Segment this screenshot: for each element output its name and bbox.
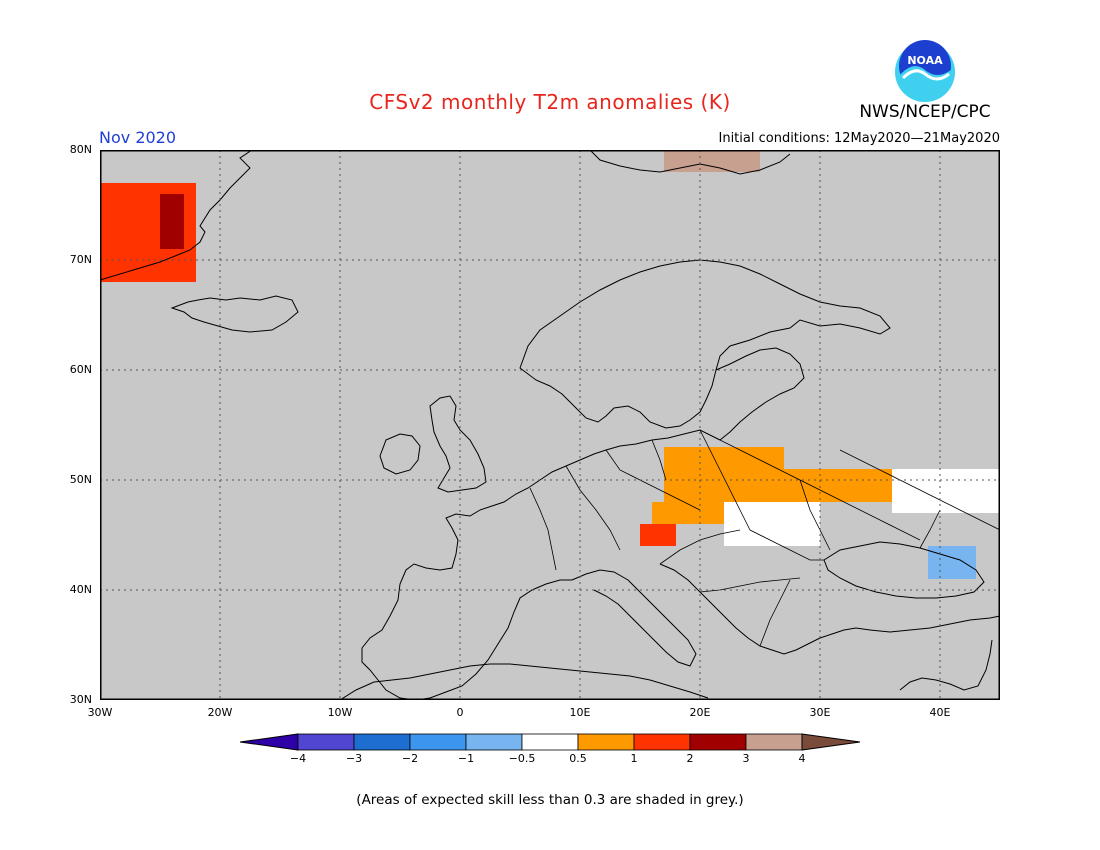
colorbar-tick-label: 1 [630,752,638,765]
anomaly-region-5 [652,502,712,524]
svalbard-coast [589,150,791,175]
africa-coast [339,663,709,700]
anomaly-region-4 [748,469,904,502]
scandinavia-coast [519,259,891,429]
noaa-logo: NOAA [893,40,957,104]
colorbar-min-arrow [240,733,299,751]
colorbar-swatch [745,733,803,751]
map-title: CFSv2 monthly T2m anomalies (K) [369,90,731,114]
lat-tick-label: 60N [69,363,92,376]
colorbar-tick-label: −4 [289,752,307,765]
lon-tick-label: 30W [87,706,113,719]
britain-coast [429,395,487,493]
ireland-coast [379,433,421,475]
lat-tick-label: 40N [69,583,92,596]
anomaly-region-7 [724,502,820,546]
lon-tick-label: 10W [327,706,353,719]
colorbar-max-arrow [801,733,861,751]
anomaly-map [100,150,1000,700]
colorbar-tick-label: 0.5 [569,752,587,765]
map-frame [100,150,1000,700]
grid-lines [100,150,1000,700]
colorbar-tick-label: 4 [798,752,806,765]
colorbar-swatch [353,733,411,751]
lon-tick-label: 30E [809,706,831,719]
anomaly-region-8 [892,469,1000,513]
iceland-coast [170,295,299,333]
colorbar-swatch [409,733,467,751]
colorbar-swatch [297,733,355,751]
lat-tick-label: 70N [69,253,92,266]
lon-tick-label: 0 [456,706,464,719]
initial-conditions: Initial conditions: 12May2020—21May2020 [718,131,1001,146]
colorbar-swatch [689,733,747,751]
colorbar-tick-label: 3 [742,752,750,765]
lat-tick-label: 80N [69,143,92,156]
anomaly-region-9 [928,546,976,579]
greenland-coast [100,150,253,281]
colorbar-swatch [465,733,523,751]
iberia-coast [361,509,572,700]
balkans-coast [659,563,871,655]
colorbar [240,733,861,751]
levant-coast [899,639,993,691]
lon-tick-label: 10E [569,706,591,719]
map-background [100,150,1000,700]
colorbar-tick-label: −1 [457,752,475,765]
noaa-logo-text: NOAA [907,54,943,67]
colorbar-tick-label: −3 [345,752,363,765]
lon-tick-label: 20E [689,706,711,719]
colorbar-swatch [521,733,579,751]
colorbar-tick-label: −0.5 [508,752,536,765]
anomaly-region-6 [640,524,676,546]
colorbar-tick-label: 2 [686,752,694,765]
europe-west-coast [479,429,721,511]
black-sea-coast [823,541,985,599]
footnote: (Areas of expected skill less than 0.3 a… [356,792,744,808]
anomaly-region-1 [160,194,184,249]
colorbar-swatch [633,733,691,751]
colorbar-swatch [577,733,635,751]
lat-tick-label: 50N [69,473,92,486]
baltic-coast [715,347,805,441]
lat-tick-label: 30N [69,693,92,706]
lon-tick-label: 40E [929,706,951,719]
agency-label: NWS/NCEP/CPC [859,102,991,122]
lon-tick-label: 20W [207,706,233,719]
colorbar-tick-label: −2 [401,752,419,765]
italy-coast [571,569,697,667]
forecast-month: Nov 2020 [99,128,177,147]
